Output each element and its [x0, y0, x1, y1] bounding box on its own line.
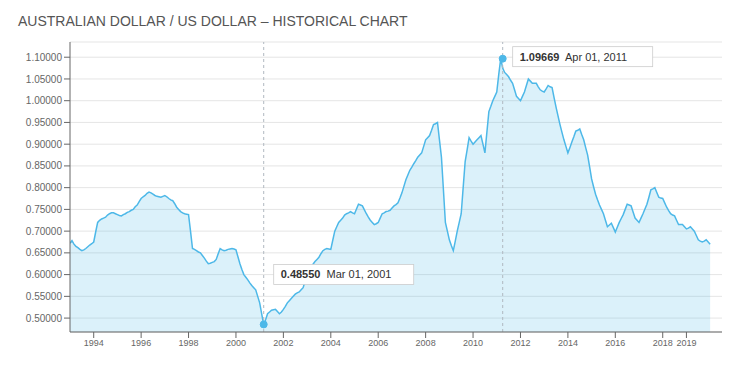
svg-text:0.75000: 0.75000 [26, 204, 63, 215]
svg-text:1.09669 Apr 01, 2011: 1.09669 Apr 01, 2011 [520, 51, 627, 63]
svg-text:1998: 1998 [179, 338, 199, 348]
svg-text:0.80000: 0.80000 [26, 182, 63, 193]
svg-text:2019: 2019 [676, 338, 696, 348]
svg-text:2016: 2016 [605, 338, 625, 348]
svg-text:0.55000: 0.55000 [26, 291, 63, 302]
svg-text:2004: 2004 [321, 338, 341, 348]
svg-text:1996: 1996 [131, 338, 151, 348]
svg-text:1994: 1994 [84, 338, 104, 348]
svg-text:2008: 2008 [416, 338, 436, 348]
svg-text:0.50000: 0.50000 [26, 313, 63, 324]
svg-text:0.65000: 0.65000 [26, 247, 63, 258]
svg-text:0.70000: 0.70000 [26, 226, 63, 237]
svg-text:0.85000: 0.85000 [26, 160, 63, 171]
svg-text:2010: 2010 [463, 338, 483, 348]
svg-text:0.90000: 0.90000 [26, 139, 63, 150]
svg-text:2000: 2000 [226, 338, 246, 348]
svg-text:0.48550 Mar 01, 2001: 0.48550 Mar 01, 2001 [281, 268, 392, 280]
svg-text:2012: 2012 [510, 338, 530, 348]
svg-text:2002: 2002 [273, 338, 293, 348]
html-text:AUSTRALIAN DOLLAR / US DOLLAR: AUSTRALIAN DOLLAR / US DOLLAR – HISTORIC… [18, 13, 408, 29]
svg-text:0.60000: 0.60000 [26, 269, 63, 280]
svg-text:1.10000: 1.10000 [26, 52, 63, 63]
svg-text:2018: 2018 [653, 338, 673, 348]
svg-text:0.95000: 0.95000 [26, 117, 63, 128]
svg-text:1.05000: 1.05000 [26, 74, 63, 85]
svg-text:2014: 2014 [558, 338, 578, 348]
svg-text:1.00000: 1.00000 [26, 95, 63, 106]
svg-text:2006: 2006 [368, 338, 388, 348]
